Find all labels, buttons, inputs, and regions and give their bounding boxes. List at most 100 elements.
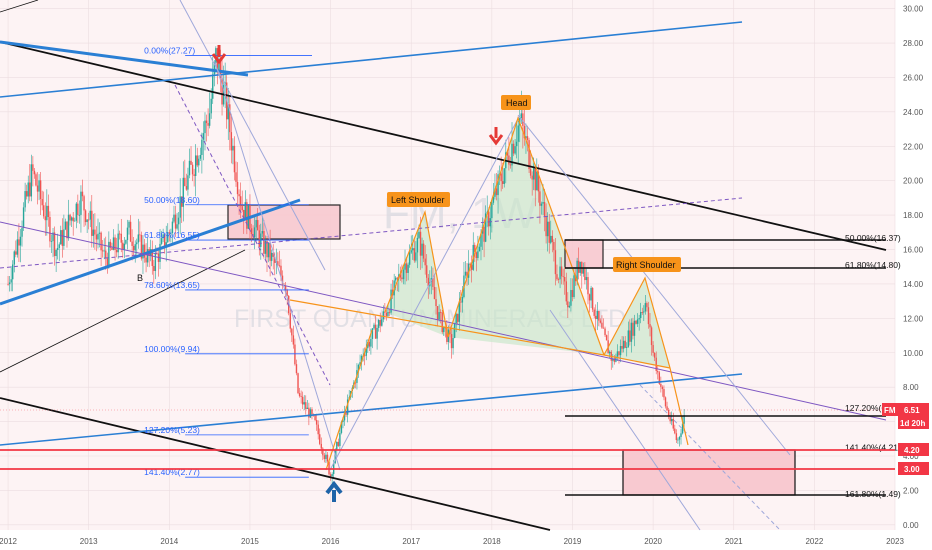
candle-body [663, 389, 665, 398]
candle-body [311, 409, 313, 415]
candle-body [94, 229, 96, 235]
svg-text:Left Shoulder: Left Shoulder [391, 195, 445, 205]
lavender-channel-1 [179, 0, 326, 271]
candle-body [291, 328, 293, 336]
candle-body [129, 221, 132, 242]
candle-body [640, 312, 642, 319]
candle-body [367, 341, 369, 349]
candle-body [644, 303, 647, 312]
candle-body [622, 340, 625, 349]
candle-body [674, 428, 676, 434]
candle-body [227, 104, 229, 120]
candle-body [564, 276, 566, 282]
candle-body [371, 328, 374, 339]
candle-body [41, 199, 43, 206]
candle-body [167, 232, 169, 243]
candle-body [56, 247, 59, 250]
candle-body [626, 346, 628, 348]
black-top-stub [0, 0, 39, 13]
candle-body [643, 311, 645, 313]
candle-body [136, 242, 138, 245]
candle-body [309, 409, 312, 418]
candle-body [522, 113, 524, 126]
black-channel-top [0, 41, 887, 251]
candle-body [184, 177, 186, 187]
target-zone [622, 449, 796, 496]
svg-text:FM: FM [884, 406, 896, 415]
candle-body [587, 277, 589, 295]
candle-body [385, 312, 388, 316]
fib-label-right: 127.20%(6. [845, 403, 888, 413]
candle-body [294, 344, 296, 365]
candle-body [452, 337, 454, 349]
candle-body [72, 217, 74, 222]
candle-body [354, 382, 357, 384]
svg-text:3.00: 3.00 [904, 465, 920, 474]
time-axis[interactable]: 2012 2013 2014 2015 2016 2017 2018 2019 2020 2021… [0, 537, 904, 546]
candle-body [36, 185, 39, 192]
candle-body [653, 352, 656, 358]
candle-body [264, 241, 267, 254]
candle-body [18, 239, 20, 246]
candle-body [278, 265, 281, 267]
candle-body [415, 252, 417, 261]
candle-body [204, 120, 206, 134]
candle-body [517, 125, 519, 142]
time-tick-label: 2021 [725, 537, 743, 546]
price-tick-label: 4.00 [903, 452, 919, 461]
candle-body [193, 174, 195, 176]
candle-body [308, 407, 310, 418]
candle-body [576, 260, 578, 282]
candle-body [405, 263, 408, 273]
lavender-channel-4 [517, 114, 791, 456]
candle-body [545, 216, 547, 237]
candle-body [509, 164, 512, 166]
candle-body [638, 318, 640, 320]
candle-body [357, 364, 360, 371]
candle-body [381, 319, 383, 326]
candle-body [47, 205, 50, 217]
orange-right-shoulder [603, 276, 689, 446]
candle-body [488, 211, 490, 227]
candle-body [170, 233, 172, 234]
candle-body [81, 191, 84, 197]
candle-body [266, 241, 268, 258]
candle-body [69, 214, 71, 221]
candle-body [176, 224, 178, 229]
candle-body [342, 420, 344, 422]
candle-body [258, 230, 260, 247]
candle-body [503, 168, 505, 184]
candle-body [649, 324, 651, 328]
candle-body [134, 244, 136, 251]
blue-thick-upper [0, 40, 249, 77]
candle-body [55, 249, 57, 257]
candle-body [484, 213, 487, 242]
candle-body [497, 174, 499, 196]
candle-body [601, 322, 603, 328]
candle-body [27, 182, 29, 197]
candle-body [263, 231, 265, 254]
candle-body [599, 320, 602, 323]
candle-body [89, 210, 91, 220]
candle-body [25, 191, 28, 197]
candle-body [608, 351, 611, 354]
candle-body [624, 340, 626, 348]
candle-body [243, 210, 245, 221]
time-tick-label: 2014 [160, 537, 178, 546]
candle-body [491, 202, 493, 219]
candle-body [377, 320, 380, 328]
candle-body [239, 196, 242, 207]
candle-body [546, 221, 549, 237]
candle-body [512, 143, 515, 154]
price-axis[interactable]: 0.002.004.006.008.0010.0012.0014.0016.00… [903, 5, 924, 530]
candle-body [537, 171, 540, 192]
candle-body [145, 257, 147, 263]
candle-body [29, 182, 31, 197]
candle-body [536, 171, 538, 191]
time-tick-label: 2016 [322, 537, 340, 546]
candle-body [46, 205, 48, 221]
candle-body [315, 420, 318, 425]
candle-body [151, 249, 153, 266]
candle-body [613, 358, 616, 362]
